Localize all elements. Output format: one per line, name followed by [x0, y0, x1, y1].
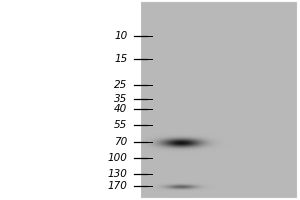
- Text: 170: 170: [108, 181, 127, 191]
- Text: 55: 55: [114, 120, 128, 130]
- Text: 15: 15: [114, 54, 128, 64]
- Text: 25: 25: [114, 80, 128, 90]
- Text: 70: 70: [114, 137, 128, 147]
- Text: 100: 100: [108, 153, 127, 163]
- Bar: [0, 0, 141, 200]
- Text: 40: 40: [114, 104, 128, 114]
- Text: 35: 35: [114, 94, 128, 104]
- Text: 10: 10: [114, 31, 128, 41]
- Text: 130: 130: [108, 169, 127, 179]
